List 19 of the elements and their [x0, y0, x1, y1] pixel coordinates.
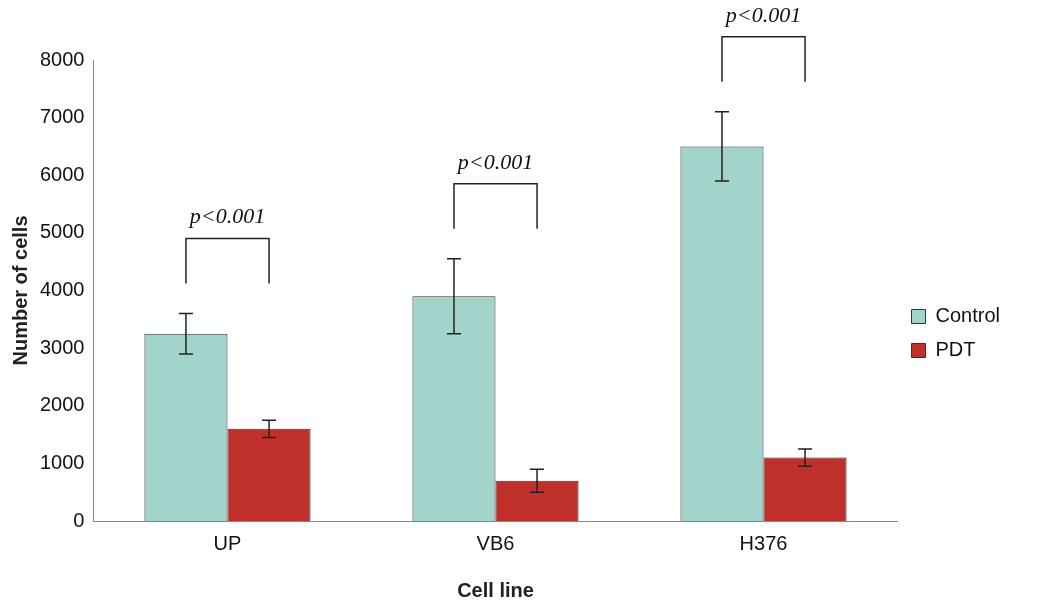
- x-tick-label: VB6: [476, 531, 515, 554]
- y-tick-label: 7000: [39, 105, 85, 128]
- y-tick-label: 4000: [39, 278, 85, 301]
- annotation: p<0.001: [187, 203, 266, 229]
- y-tick-label: 5000: [39, 220, 85, 243]
- legend-label: Control: [935, 304, 1001, 327]
- y-tick-label: 3000: [39, 335, 85, 358]
- annotation: p<0.001: [455, 148, 534, 174]
- y-tick-label: 1000: [39, 450, 85, 473]
- x-tick-label: UP: [213, 531, 242, 554]
- y-tick-label: 8000: [39, 47, 85, 70]
- y-tick-label: 6000: [39, 162, 85, 185]
- y-axis-title: Number of cells: [8, 215, 31, 366]
- y-tick-label: 2000: [39, 393, 85, 416]
- text: p<0.001: [723, 1, 802, 27]
- legend-label: PDT: [935, 338, 976, 361]
- x-axis-title: Cell line: [457, 578, 534, 601]
- x-tick-label: H376: [739, 531, 788, 554]
- y-tick-label: 0: [73, 508, 85, 531]
